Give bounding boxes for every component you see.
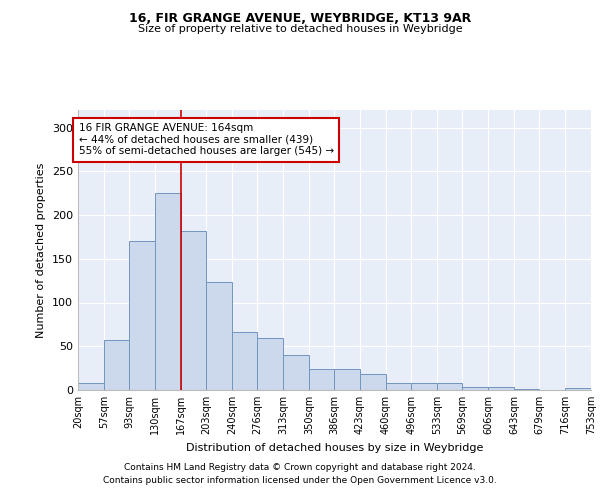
Text: Contains public sector information licensed under the Open Government Licence v3: Contains public sector information licen… xyxy=(103,476,497,485)
Bar xyxy=(155,193,181,390)
Bar xyxy=(488,388,514,390)
Bar xyxy=(283,355,309,390)
Text: Size of property relative to detached houses in Weybridge: Size of property relative to detached ho… xyxy=(137,24,463,34)
Bar xyxy=(462,388,488,390)
Text: 16, FIR GRANGE AVENUE, WEYBRIDGE, KT13 9AR: 16, FIR GRANGE AVENUE, WEYBRIDGE, KT13 9… xyxy=(129,12,471,26)
Bar xyxy=(360,374,386,390)
Bar xyxy=(437,383,462,390)
Bar xyxy=(181,231,206,390)
X-axis label: Distribution of detached houses by size in Weybridge: Distribution of detached houses by size … xyxy=(186,442,483,452)
Bar xyxy=(257,338,283,390)
Bar xyxy=(334,369,360,390)
Bar xyxy=(206,282,232,390)
Bar xyxy=(232,332,257,390)
Bar xyxy=(514,389,539,390)
Text: 16 FIR GRANGE AVENUE: 164sqm
← 44% of detached houses are smaller (439)
55% of s: 16 FIR GRANGE AVENUE: 164sqm ← 44% of de… xyxy=(79,123,334,156)
Bar xyxy=(129,242,155,390)
Bar xyxy=(309,369,334,390)
Y-axis label: Number of detached properties: Number of detached properties xyxy=(37,162,46,338)
Bar xyxy=(78,383,104,390)
Bar xyxy=(386,383,411,390)
Bar xyxy=(104,340,129,390)
Text: Contains HM Land Registry data © Crown copyright and database right 2024.: Contains HM Land Registry data © Crown c… xyxy=(124,464,476,472)
Bar xyxy=(565,388,591,390)
Bar xyxy=(411,383,437,390)
